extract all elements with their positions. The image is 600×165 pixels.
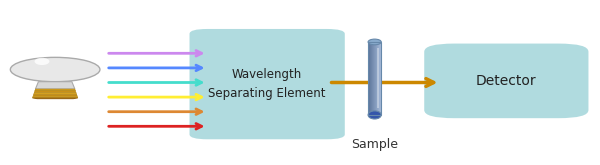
FancyBboxPatch shape [424, 44, 589, 118]
Bar [368, 42, 381, 115]
FancyBboxPatch shape [190, 29, 345, 139]
Polygon shape [33, 94, 77, 96]
Polygon shape [34, 93, 77, 94]
Polygon shape [35, 82, 75, 89]
Text: Separating Element: Separating Element [208, 87, 326, 100]
Text: Wavelength: Wavelength [232, 68, 302, 81]
Bar [377, 49, 379, 108]
Text: Sample: Sample [351, 138, 398, 151]
Polygon shape [32, 98, 78, 99]
Polygon shape [35, 89, 76, 91]
Ellipse shape [368, 39, 381, 45]
Circle shape [10, 57, 100, 82]
Polygon shape [32, 96, 78, 98]
Polygon shape [34, 91, 76, 93]
Text: Detector: Detector [476, 74, 536, 88]
Ellipse shape [35, 58, 49, 65]
Ellipse shape [368, 111, 381, 119]
